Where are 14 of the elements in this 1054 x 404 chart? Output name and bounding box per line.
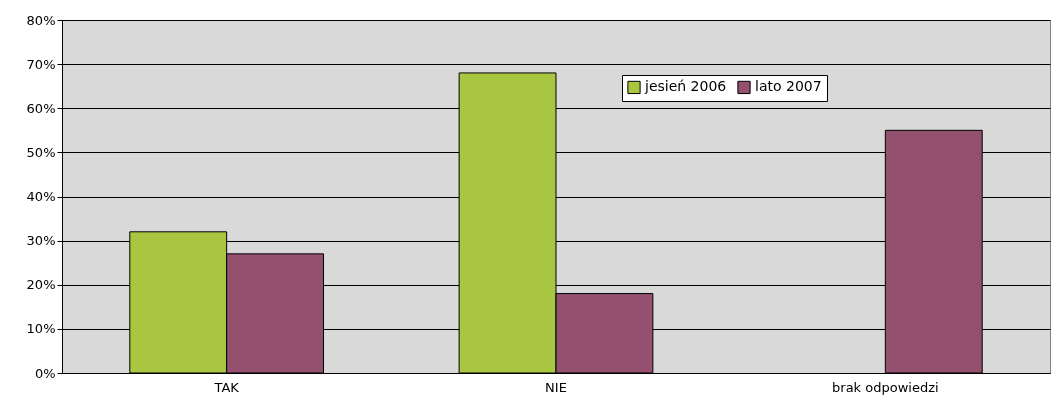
x-tick-label: NIE [545,379,567,395]
y-tick-label: 20% [26,277,56,293]
y-tick-label: 40% [26,189,56,204]
y-tick-label: 70% [26,56,56,72]
y-tick-label: 50% [26,144,56,160]
x-tick-label: TAK [213,379,240,395]
legend-label: lato 2007 [755,78,822,95]
y-tick-label: 80% [26,12,56,28]
y-tick-label: 0% [34,365,56,381]
x-tick-label: brak odpowiedzi [832,379,939,395]
y-tick-label: 30% [26,233,56,249]
y-tick-label: 60% [26,100,56,116]
legend-label: jesień 2006 [644,78,727,95]
y-tick-label: 10% [26,321,56,337]
